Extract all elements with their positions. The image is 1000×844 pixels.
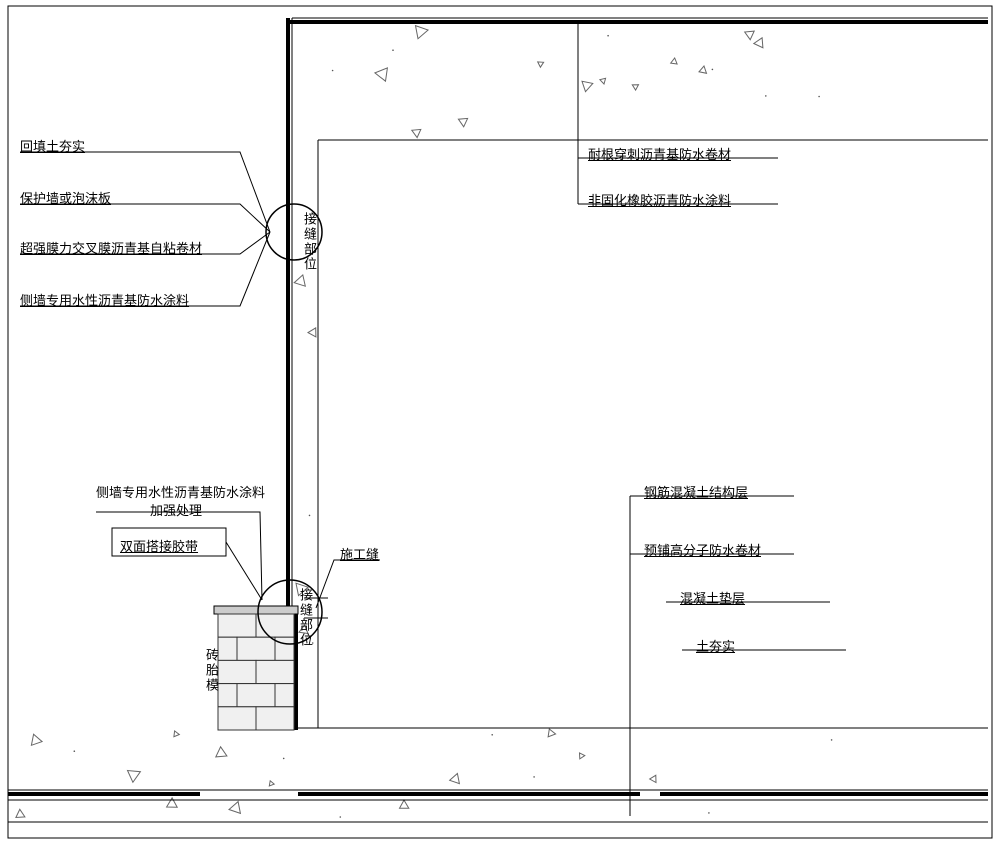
label-left-3: 侧墙专用水性沥青基防水涂料	[20, 290, 189, 309]
vlabel-1: 接缝部位	[296, 588, 315, 648]
label-left-1: 保护墙或泡沫板	[20, 188, 111, 207]
label-construction-joint: 施工缝	[340, 544, 379, 563]
label-leftmid-1: 加强处理	[150, 500, 202, 519]
label-leftmid-0: 侧墙专用水性沥青基防水涂料	[96, 482, 265, 501]
label-roof-1: 非固化橡胶沥青防水涂料	[588, 190, 731, 209]
label-left-0: 回填土夯实	[20, 136, 85, 155]
label-floor-1: 预铺高分子防水卷材	[644, 540, 761, 559]
label-left-2: 超强膜力交叉膜沥青基自粘卷材	[20, 238, 202, 257]
vlabel-0: 接缝部位	[300, 212, 319, 272]
label-leftmid-2: 双面搭接胶带	[120, 536, 198, 555]
label-floor-0: 钢筋混凝土结构层	[644, 482, 748, 501]
label-floor-2: 混凝土垫层	[680, 588, 745, 607]
label-floor-3: 土夯实	[696, 636, 735, 655]
label-roof-0: 耐根穿刺沥青基防水卷材	[588, 144, 731, 163]
vlabel-2: 砖胎模	[202, 648, 221, 693]
